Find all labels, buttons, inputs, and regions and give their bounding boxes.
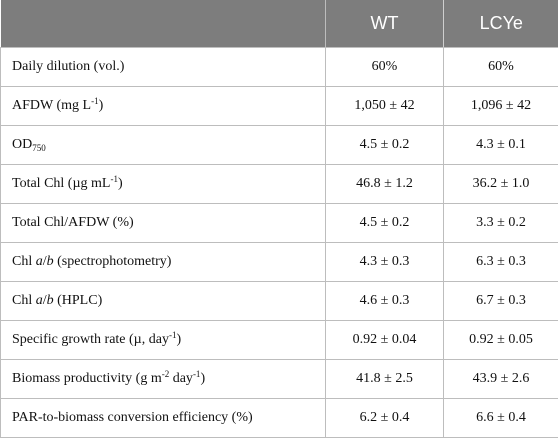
table-row: Biomass productivity (g m-2 day-1) 41.8 … bbox=[1, 360, 558, 399]
wt-value: 1,050 ± 42 bbox=[326, 87, 444, 126]
table-row: OD750 4.5 ± 0.2 4.3 ± 0.1 bbox=[1, 126, 558, 165]
lcye-value: 6.6 ± 0.4 bbox=[444, 399, 558, 438]
wt-value: 4.3 ± 0.3 bbox=[326, 243, 444, 282]
table-row: AFDW (mg L-1) 1,050 ± 42 1,096 ± 42 bbox=[1, 87, 558, 126]
header-empty bbox=[1, 0, 326, 48]
header-lcye: LCYe bbox=[444, 0, 558, 48]
table-row: PAR-to-biomass conversion efficiency (%)… bbox=[1, 399, 558, 438]
lcye-value: 3.3 ± 0.2 bbox=[444, 204, 558, 243]
wt-value: 0.92 ± 0.04 bbox=[326, 321, 444, 360]
wt-value: 4.5 ± 0.2 bbox=[326, 126, 444, 165]
wt-value: 6.2 ± 0.4 bbox=[326, 399, 444, 438]
row-label: Biomass productivity (g m-2 day-1) bbox=[1, 360, 326, 399]
table-row: Total Chl (µg mL-1) 46.8 ± 1.2 36.2 ± 1.… bbox=[1, 165, 558, 204]
wt-value: 46.8 ± 1.2 bbox=[326, 165, 444, 204]
row-label: Chl a/b (spectrophotometry) bbox=[1, 243, 326, 282]
wt-value: 41.8 ± 2.5 bbox=[326, 360, 444, 399]
lcye-value: 0.92 ± 0.05 bbox=[444, 321, 558, 360]
header-row: WT LCYe bbox=[1, 0, 558, 48]
lcye-value: 60% bbox=[444, 48, 558, 87]
row-label: Daily dilution (vol.) bbox=[1, 48, 326, 87]
lcye-value: 1,096 ± 42 bbox=[444, 87, 558, 126]
table-row: Total Chl/AFDW (%) 4.5 ± 0.2 3.3 ± 0.2 bbox=[1, 204, 558, 243]
lcye-value: 6.7 ± 0.3 bbox=[444, 282, 558, 321]
table-row: Chl a/b (HPLC) 4.6 ± 0.3 6.7 ± 0.3 bbox=[1, 282, 558, 321]
table-row: Specific growth rate (µ, day-1) 0.92 ± 0… bbox=[1, 321, 558, 360]
row-label: Total Chl/AFDW (%) bbox=[1, 204, 326, 243]
header-wt: WT bbox=[326, 0, 444, 48]
table-row: Daily dilution (vol.) 60% 60% bbox=[1, 48, 558, 87]
wt-value: 60% bbox=[326, 48, 444, 87]
row-label: AFDW (mg L-1) bbox=[1, 87, 326, 126]
row-label: Chl a/b (HPLC) bbox=[1, 282, 326, 321]
wt-value: 4.6 ± 0.3 bbox=[326, 282, 444, 321]
row-label: PAR-to-biomass conversion efficiency (%) bbox=[1, 399, 326, 438]
lcye-value: 36.2 ± 1.0 bbox=[444, 165, 558, 204]
wt-value: 4.5 ± 0.2 bbox=[326, 204, 444, 243]
lcye-value: 4.3 ± 0.1 bbox=[444, 126, 558, 165]
row-label: Specific growth rate (µ, day-1) bbox=[1, 321, 326, 360]
row-label: Total Chl (µg mL-1) bbox=[1, 165, 326, 204]
table-row: Chl a/b (spectrophotometry) 4.3 ± 0.3 6.… bbox=[1, 243, 558, 282]
lcye-value: 6.3 ± 0.3 bbox=[444, 243, 558, 282]
row-label: OD750 bbox=[1, 126, 326, 165]
lcye-value: 43.9 ± 2.6 bbox=[444, 360, 558, 399]
